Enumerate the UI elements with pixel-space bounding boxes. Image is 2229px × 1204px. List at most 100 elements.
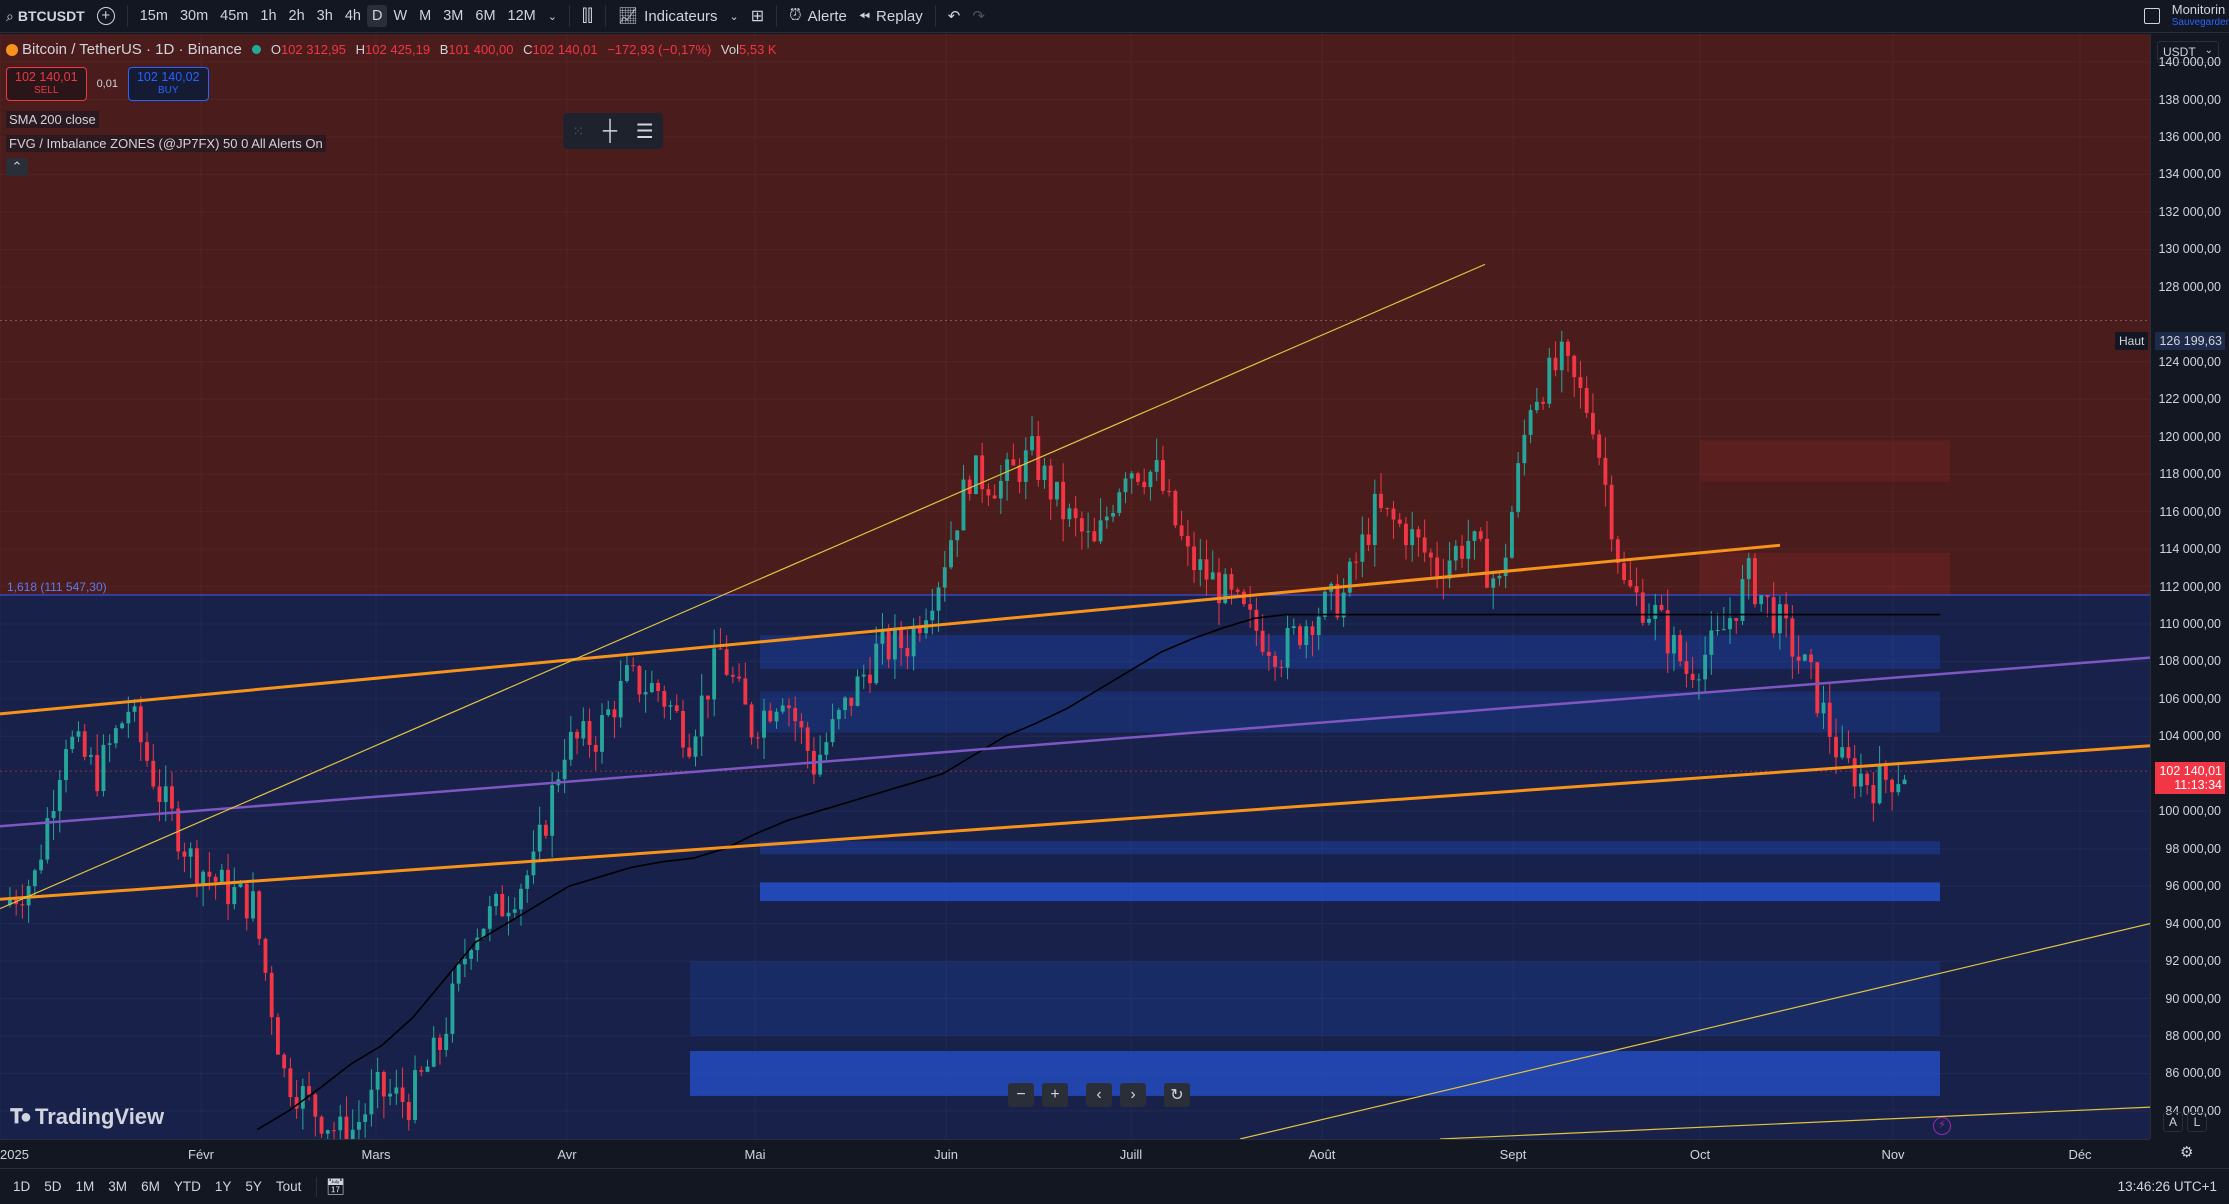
- timeframe-3m[interactable]: 3M: [443, 8, 464, 24]
- timeframe-6m[interactable]: 6M: [475, 8, 496, 24]
- timeframe-4h[interactable]: 4h: [344, 8, 361, 24]
- candle-body: [288, 1068, 293, 1098]
- candle-body: [1372, 493, 1377, 546]
- last-price: 102 140,01: [2159, 764, 2222, 778]
- timeframe-1h[interactable]: 1h: [260, 8, 277, 24]
- candle-body: [1279, 666, 1284, 668]
- reset-chart-icon[interactable]: ↻: [1164, 1083, 1190, 1107]
- auto-scale-button[interactable]: A: [2163, 1112, 2183, 1132]
- plus-circle-icon: +: [96, 7, 115, 25]
- redo-button[interactable]: ↷: [966, 0, 991, 33]
- log-scale-button[interactable]: L: [2187, 1112, 2207, 1132]
- indicators-button[interactable]: 📈︎ Indicateurs: [612, 0, 724, 33]
- zoom-out-icon[interactable]: −: [1008, 1083, 1034, 1107]
- high-key: H: [355, 42, 366, 57]
- scroll-left-icon[interactable]: ‹: [1086, 1083, 1112, 1107]
- buy-button[interactable]: 102 140,02 BUY: [127, 67, 209, 101]
- candle-body: [780, 705, 785, 712]
- symbol-search[interactable]: ⌕ BTCUSDT: [0, 0, 91, 33]
- candle-body: [1790, 618, 1795, 657]
- range-tout[interactable]: Tout: [275, 1179, 302, 1194]
- price-tick: 132 000,00: [2158, 204, 2221, 219]
- crosshair-icon[interactable]: ┼: [602, 119, 617, 142]
- spread-value: 0,01: [96, 78, 118, 90]
- range-5y[interactable]: 5Y: [245, 1179, 262, 1194]
- time-label-11: Déc: [2068, 1147, 2092, 1162]
- alert-button[interactable]: ⏰︎ Alerte: [783, 0, 853, 33]
- timeframe-2h[interactable]: 2h: [288, 8, 305, 24]
- candle-body: [76, 731, 81, 737]
- candle-body: [581, 721, 586, 739]
- candle-body: [805, 727, 810, 751]
- high-label: Haut: [2115, 332, 2149, 350]
- price-chart[interactable]: [0, 34, 2150, 1139]
- layouts-button[interactable]: ⊞: [745, 0, 770, 33]
- timeframe-30m[interactable]: 30m: [179, 8, 209, 24]
- timeframe-m[interactable]: M: [419, 8, 432, 24]
- sma-indicator-legend[interactable]: SMA 200 close: [6, 111, 99, 128]
- candle-body: [1086, 531, 1091, 533]
- candle-body: [1590, 412, 1595, 435]
- chart-type-button[interactable]: ⫿⫿: [576, 0, 599, 33]
- candle-body: [1204, 559, 1209, 580]
- currency-select[interactable]: USDT ⌄: [2157, 41, 2219, 63]
- timeframe-15m[interactable]: 15m: [139, 8, 168, 24]
- layout-name[interactable]: Monitorin Sauvegarder: [2166, 0, 2229, 33]
- fvg-indicator-legend[interactable]: FVG / Imbalance ZONES (@JP7FX) 50 0 All …: [6, 135, 326, 152]
- candle-body: [120, 723, 125, 729]
- chart-pane[interactable]: [0, 34, 2150, 1139]
- axis-settings-icon[interactable]: ⚙︎: [2180, 1144, 2194, 1161]
- range-1y[interactable]: 1Y: [214, 1179, 232, 1194]
- candle-body: [1715, 630, 1720, 632]
- replay-button[interactable]: ⏪︎ Replay: [853, 0, 929, 33]
- range-6m[interactable]: 6M: [141, 1179, 160, 1194]
- candle-body: [176, 808, 181, 852]
- compare-button[interactable]: +: [91, 0, 121, 33]
- range-ytd[interactable]: YTD: [173, 1179, 201, 1194]
- timeframe-12m[interactable]: 12M: [507, 8, 536, 24]
- candle-body: [82, 731, 87, 757]
- fullscreen-button[interactable]: [2138, 0, 2166, 33]
- timeframe-dropdown-icon[interactable]: ⌄: [547, 10, 557, 23]
- menu-lines-icon[interactable]: ☰: [635, 120, 654, 143]
- timeframe-d[interactable]: D: [366, 5, 388, 27]
- candle-body: [251, 891, 255, 919]
- candle-body: [494, 894, 498, 907]
- indicators-label: Indicateurs: [644, 7, 718, 25]
- price-tick: 116 000,00: [2159, 504, 2221, 519]
- timeframe-w[interactable]: W: [393, 8, 408, 24]
- price-axis[interactable]: USDT ⌄ 140 000,00 138 000,00 136 000,00 134…: [2150, 34, 2229, 1139]
- scroll-right-icon[interactable]: ›: [1120, 1083, 1146, 1107]
- range-1m[interactable]: 1M: [75, 1179, 95, 1194]
- candle-body: [64, 749, 68, 781]
- collapse-legend-button[interactable]: ⌃: [6, 158, 28, 176]
- price-tick: 120 000,00: [2158, 429, 2221, 444]
- candle-body: [1753, 558, 1757, 605]
- candle-body: [824, 742, 829, 755]
- zoom-in-icon[interactable]: +: [1042, 1083, 1068, 1107]
- indicators-dropdown-icon[interactable]: ⌄: [729, 10, 739, 23]
- lightning-icon[interactable]: ⚡︎: [1933, 1117, 1951, 1135]
- undo-button[interactable]: ↶: [942, 0, 967, 33]
- clock-label[interactable]: 13:46:26 UTC+1: [2117, 1179, 2217, 1194]
- range-1d[interactable]: 1D: [13, 1179, 31, 1194]
- candle-body: [874, 643, 879, 684]
- purple-trendline: [0, 656, 2150, 828]
- range-5d[interactable]: 5D: [44, 1179, 62, 1194]
- price-tick: 110 000,00: [2159, 616, 2221, 631]
- timeframe-3h[interactable]: 3h: [316, 8, 333, 24]
- candle-body: [917, 625, 922, 634]
- candle-body: [1883, 764, 1888, 780]
- drag-handle-icon[interactable]: ⁙: [572, 122, 585, 139]
- search-icon: ⌕: [6, 7, 14, 24]
- time-axis[interactable]: 2025 Févr Mars Avr Mai Juin Juill Août Sept Oct No…: [0, 1139, 2150, 1167]
- legend-title[interactable]: Bitcoin / TetherUS · 1D · Binance: [22, 41, 242, 58]
- range-3m[interactable]: 3M: [108, 1179, 128, 1194]
- price-tick: 100 000,00: [2158, 804, 2221, 819]
- timeframe-45m[interactable]: 45m: [220, 8, 249, 24]
- candle-body: [1148, 471, 1153, 488]
- calendar-icon[interactable]: 📅︎: [325, 1178, 346, 1196]
- sell-button[interactable]: 102 140,01 SELL: [6, 67, 87, 101]
- tv-logo-icon: 𝐓●: [10, 1105, 32, 1128]
- save-status: Sauvegarder: [2171, 17, 2229, 28]
